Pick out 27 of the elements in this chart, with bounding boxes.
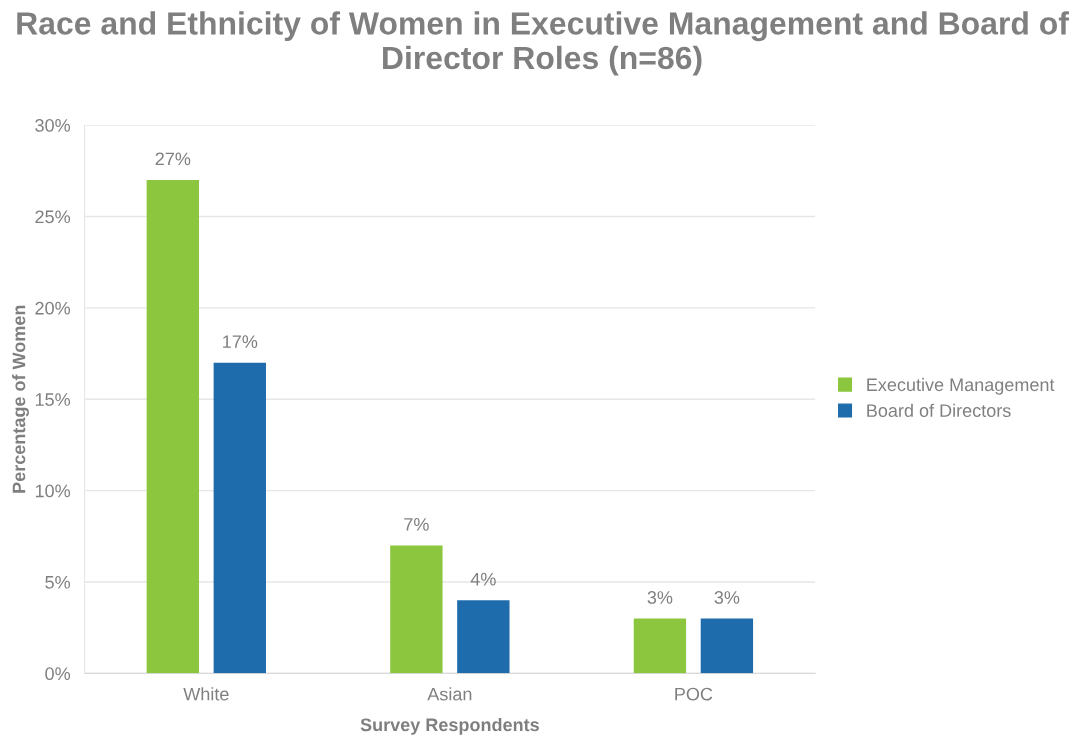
data-label: 4% [470, 572, 496, 586]
y-tick-label: 0% [45, 667, 71, 681]
x-axis-title: Survey Respondents [360, 717, 539, 735]
legend-label: Board of Directors [867, 403, 1011, 417]
data-label: 3% [647, 591, 673, 604]
bar [700, 618, 754, 674]
y-tick-label: 15% [35, 393, 71, 406]
y-tick-label: 25% [35, 210, 71, 224]
legend-label: Executive Management [867, 377, 1055, 395]
bar [457, 600, 510, 674]
data-label: 17% [223, 335, 258, 348]
bar [213, 362, 266, 674]
y-axis-title: Percentage of Women [12, 305, 29, 493]
data-label: 7% [404, 518, 429, 531]
x-tick-label: Asian [427, 687, 472, 701]
bar [146, 179, 200, 674]
bar [390, 545, 443, 674]
y-tick-label: 30% [35, 119, 71, 132]
x-tick-label: White [183, 687, 229, 701]
x-tick-label: POC [675, 687, 713, 701]
bar [633, 618, 687, 674]
data-label: 27% [155, 152, 191, 166]
y-tick-label: 5% [45, 575, 71, 589]
y-tick-label: 20% [35, 301, 71, 315]
chart-title: Race and Ethnicity of Women in Executive Management and Board of Director Roles (n=86) [17, 11, 1069, 76]
y-tick-label: 10% [35, 484, 71, 498]
data-label: 3% [714, 591, 740, 604]
